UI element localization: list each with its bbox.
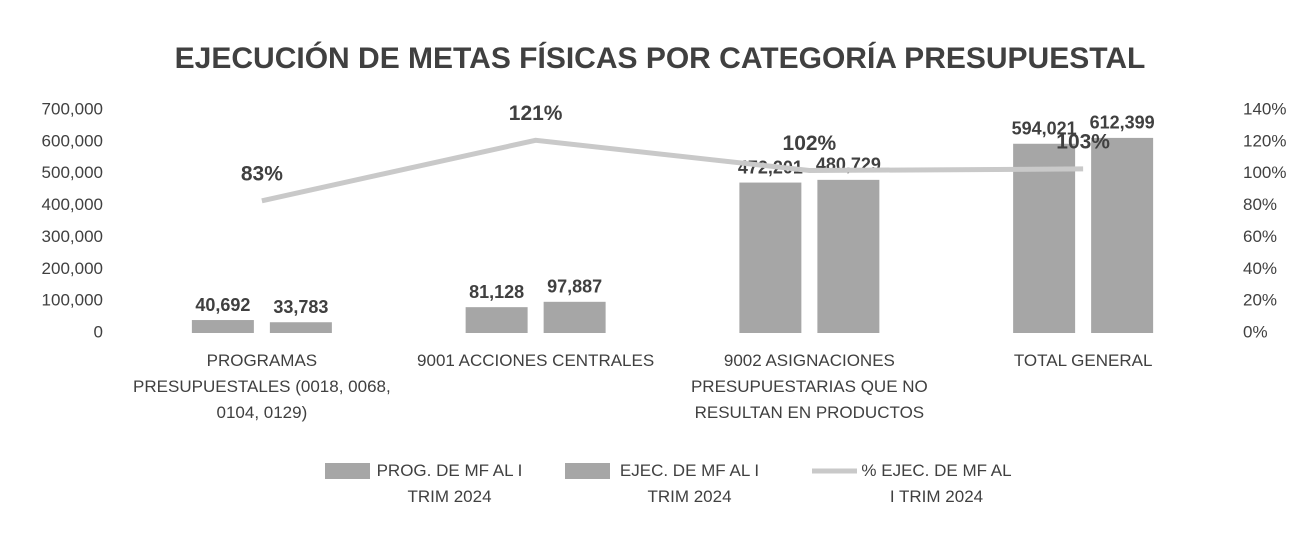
y2-tick-label: 0%: [1243, 322, 1268, 341]
data-label: 81,128: [469, 282, 524, 302]
bar: [739, 182, 802, 333]
line: [261, 137, 1084, 204]
data-label: 612,399: [1090, 113, 1155, 133]
y2-tick-label: 80%: [1243, 195, 1277, 214]
data-label: 33,783: [273, 297, 328, 317]
bar: [465, 307, 528, 333]
y2-tick-label: 140%: [1243, 99, 1286, 118]
x-tick-label: PROGRAMAS PRESUPUESTALES (0018, 0068, 01…: [133, 351, 391, 422]
bar: [817, 179, 880, 333]
y2-tick-label: 20%: [1243, 291, 1277, 310]
y2-tick-label: 100%: [1243, 163, 1286, 182]
data-label: 103%: [1056, 130, 1110, 153]
data-label: 121%: [509, 102, 563, 125]
legend-label: % EJEC. DE MF AL I TRIM 2024: [861, 461, 1012, 506]
chart-title: EJECUCIÓN DE METAS FÍSICAS POR CATEGORÍA…: [175, 41, 1146, 75]
y-tick-label: 300,000: [42, 227, 103, 246]
y-tick-label: 200,000: [42, 259, 103, 278]
data-label: 83%: [241, 162, 283, 185]
legend-swatch: [565, 463, 610, 479]
legend-swatch: [325, 463, 370, 479]
data-label: 102%: [783, 132, 837, 155]
y-tick-label: 500,000: [42, 163, 103, 182]
y-tick-label: 100,000: [42, 291, 103, 310]
data-label: 594,021: [1012, 119, 1077, 139]
y2-tick-label: 60%: [1243, 227, 1277, 246]
bar: [543, 301, 606, 333]
x-tick-label: TOTAL GENERAL: [1013, 351, 1153, 370]
y-tick-label: 600,000: [42, 131, 103, 150]
data-label: 40,692: [195, 295, 250, 315]
y-tick-label: 700,000: [42, 99, 103, 118]
bar: [1013, 143, 1076, 333]
data-label: 97,887: [547, 277, 602, 297]
x-tick-label: 9002 ASIGNACIONES PRESUPUESTARIAS QUE NO…: [690, 351, 928, 422]
legend-label: EJEC. DE MF AL I TRIM 2024: [619, 461, 760, 506]
legend-label: PROG. DE MF AL I TRIM 2024: [376, 461, 523, 506]
bar: [269, 322, 332, 333]
bar: [191, 320, 254, 333]
y2-tick-label: 120%: [1243, 131, 1286, 150]
y-tick-label: 400,000: [42, 195, 103, 214]
y2-tick-label: 40%: [1243, 259, 1277, 278]
bar: [1091, 137, 1154, 333]
x-tick-label: 9001 ACCIONES CENTRALES: [417, 351, 655, 370]
y-tick-label: 0: [94, 322, 103, 341]
